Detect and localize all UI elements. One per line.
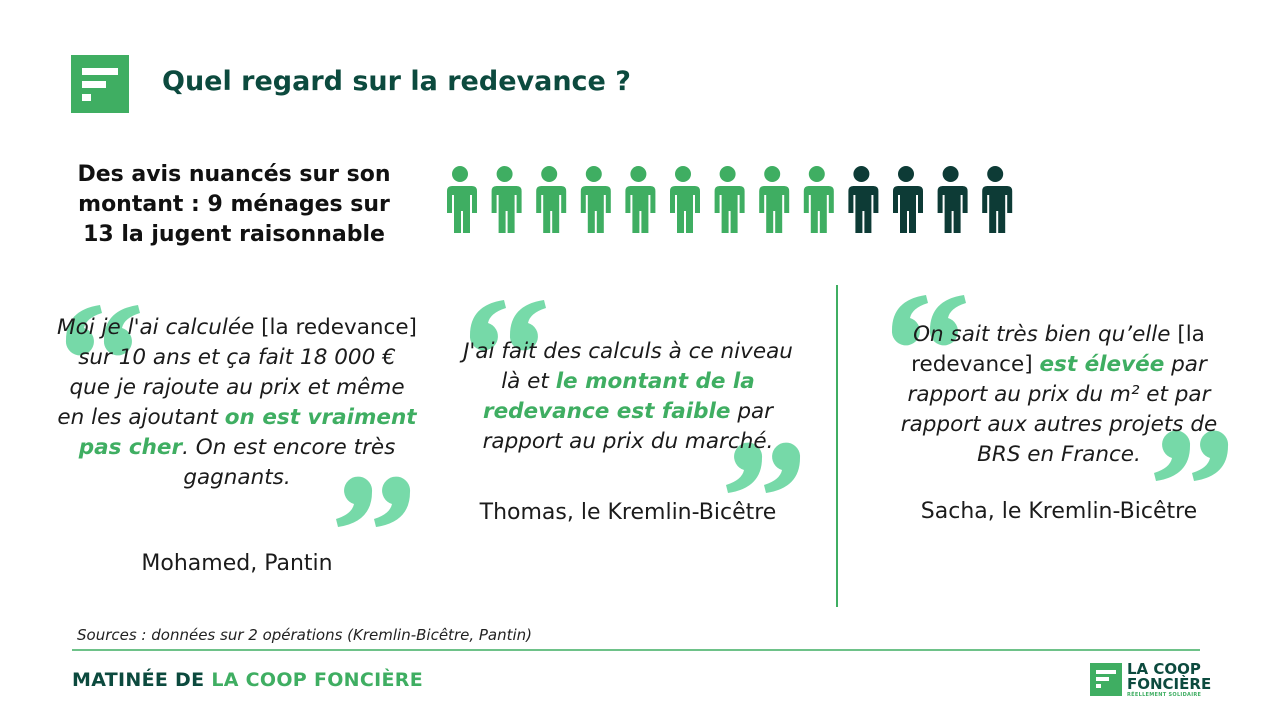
- person-icon: [893, 166, 923, 233]
- quote-segment: est élevée: [1039, 352, 1165, 377]
- quote: J'ai fait des calculs à ce niveau là et …: [452, 337, 804, 457]
- person-icon: [447, 166, 477, 233]
- person-icon: [848, 166, 879, 233]
- logo-line: FONCIÈRE: [1127, 675, 1212, 693]
- pictogram: [447, 166, 1013, 233]
- quote-segment: on est vraiment pas cher: [78, 405, 417, 460]
- quote-segment: par rapport au prix du marché.: [482, 399, 774, 454]
- quote-segment: le montant de la redevance est faible: [482, 369, 755, 424]
- footer-event: MATINÉE DE LA COOP FONCIÈRE: [72, 669, 423, 691]
- quote-author: Sacha, le Kremlin-Bicêtre: [920, 499, 1198, 524]
- footer-event-name: LA COOP FONCIÈRE: [211, 669, 423, 691]
- quote-segment: Moi je l'ai calculée: [57, 315, 262, 340]
- footer-event-prefix: MATINÉE DE: [72, 669, 205, 691]
- quote-segment: [la redevance]: [261, 315, 417, 340]
- footer-logo-text: LA COOP FONCIÈRE RÉELLEMENT SOLIDAIRE: [1127, 662, 1211, 699]
- person-icon: [937, 166, 968, 233]
- quote-segment: On sait très bien qu’elle: [913, 322, 1178, 347]
- person-icon: [670, 166, 700, 233]
- logo-glyph: [82, 68, 118, 101]
- logo-tagline: RÉELLEMENT SOLIDAIRE: [1127, 692, 1202, 698]
- footer-logo-glyph: [1096, 670, 1116, 688]
- person-icon: [536, 166, 567, 233]
- person-icon: [491, 166, 522, 233]
- quote: Moi je l'ai calculée [la redevance] sur …: [56, 313, 418, 493]
- quote-segment: sur 10 ans et ça fait 18 000 € que je ra…: [57, 345, 405, 430]
- headline: Des avis nuancés sur son montant : 9 mén…: [77, 162, 391, 247]
- quote-author: Mohamed, Pantin: [141, 551, 333, 576]
- logo-line: LA COOP: [1127, 660, 1201, 678]
- source-note: Sources : données sur 2 opérations (Krem…: [77, 626, 533, 644]
- quote-marks: [65, 295, 1229, 527]
- title: Quel regard sur la redevance ?: [162, 66, 631, 97]
- quote-segment: . On est encore très gagnants.: [182, 435, 396, 490]
- person-icon: [759, 166, 790, 233]
- person-icon: [625, 166, 656, 233]
- quote-segment: [la redevance]: [911, 322, 1205, 377]
- person-icon: [580, 166, 611, 233]
- person-icon: [714, 166, 745, 233]
- quote-author: Thomas, le Kremlin-Bicêtre: [479, 500, 777, 525]
- person-icon: [982, 166, 1013, 233]
- quote-segment: par rapport au prix du m² et par rapport…: [900, 352, 1218, 467]
- person-icon: [803, 166, 834, 233]
- quote-segment: J'ai fait des calculs à ce niveau là et: [463, 339, 793, 394]
- quote: On sait très bien qu’elle [la redevance]…: [892, 320, 1226, 470]
